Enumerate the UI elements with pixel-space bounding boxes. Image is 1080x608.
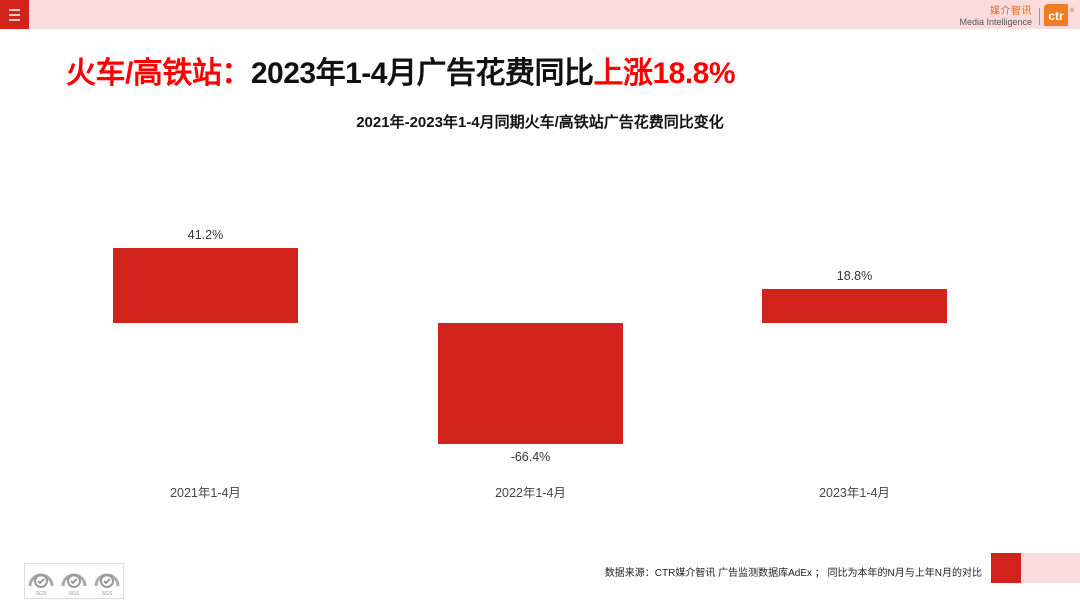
data-label: 41.2% bbox=[187, 228, 224, 243]
data-label: 18.8% bbox=[836, 268, 873, 283]
ctr-logo: ctr ® bbox=[1044, 4, 1074, 26]
top-bar bbox=[0, 0, 1080, 29]
chart-title: 2021年-2023年1-4月同期火车/高铁站广告花费同比变化 bbox=[356, 114, 724, 131]
brand-divider bbox=[1039, 8, 1040, 25]
bar bbox=[113, 248, 298, 323]
data-label: -66.4% bbox=[510, 449, 551, 464]
data-source-note: 数据来源：CTR媒介智讯 广告监测数据库AdEx ； 同比为本年的N月与上年N月… bbox=[604, 568, 982, 579]
bar bbox=[438, 323, 623, 444]
footer-accent-red bbox=[991, 553, 1021, 583]
page-title: 火车/高铁站：2023年1-4月广告花费同比上涨18.8% bbox=[66, 48, 736, 92]
svg-text:SGS: SGS bbox=[36, 591, 47, 596]
footer-accent-pink bbox=[1021, 553, 1080, 583]
sgs-badge-icon: SGS bbox=[59, 566, 89, 597]
sgs-badge-icon: SGS bbox=[92, 566, 122, 597]
menu-button[interactable] bbox=[0, 0, 29, 29]
brand-text: 媒介智讯 Media Intelligence bbox=[959, 6, 1032, 28]
category-label: 2021年1-4月 bbox=[170, 486, 241, 500]
certification-badges: SGS SGS SGS bbox=[24, 563, 124, 599]
title-highlight: 上涨18.8% bbox=[593, 57, 736, 90]
sgs-badge-icon: SGS bbox=[26, 566, 56, 597]
category-label: 2023年1-4月 bbox=[819, 486, 890, 500]
bar bbox=[762, 288, 947, 323]
brand-en: Media Intelligence bbox=[959, 17, 1032, 27]
category-label: 2022年1-4月 bbox=[495, 486, 566, 500]
title-main: 2023年1-4月广告花费同比 bbox=[250, 57, 594, 90]
brand-cn: 媒介智讯 bbox=[990, 6, 1032, 17]
svg-text:SGS: SGS bbox=[69, 591, 80, 596]
title-subject: 火车/高铁站： bbox=[66, 57, 251, 90]
svg-text:SGS: SGS bbox=[101, 591, 112, 596]
